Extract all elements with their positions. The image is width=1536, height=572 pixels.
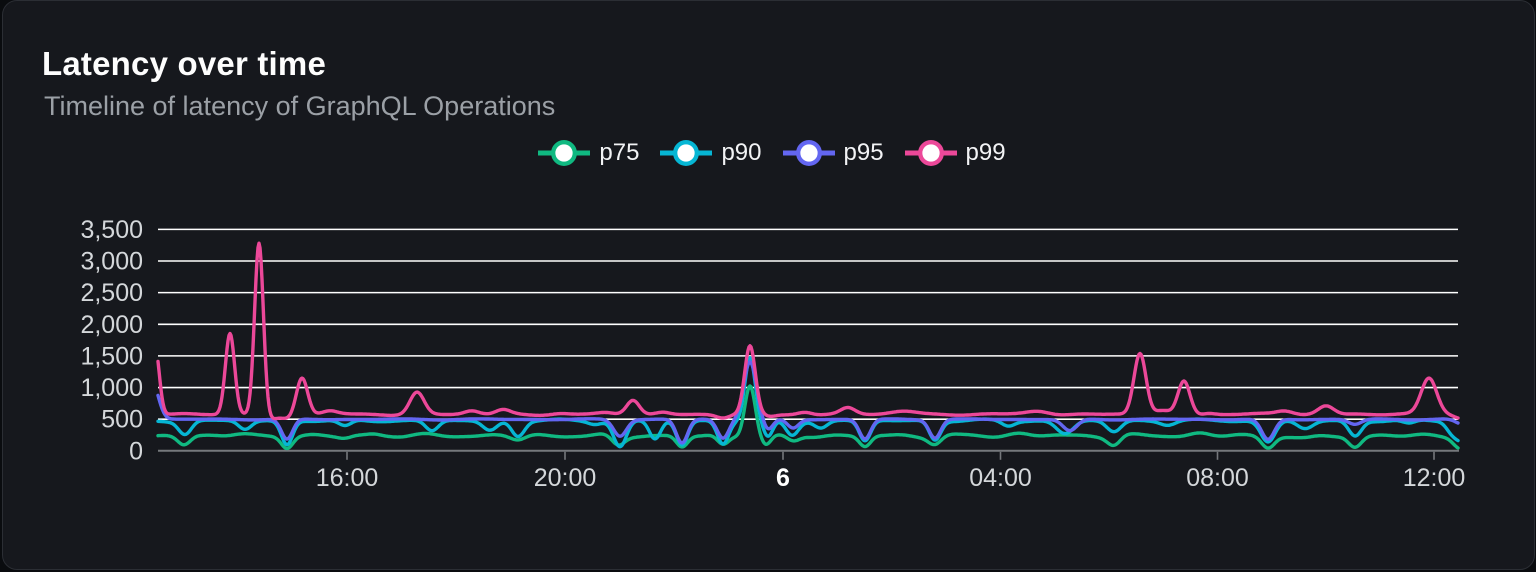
svg-text:20:00: 20:00: [534, 464, 597, 492]
svg-text:3,000: 3,000: [80, 248, 143, 276]
svg-text:1,000: 1,000: [80, 374, 143, 402]
svg-text:2,000: 2,000: [80, 311, 143, 339]
svg-text:2,500: 2,500: [80, 279, 143, 307]
svg-text:6: 6: [776, 464, 790, 492]
svg-text:12:00: 12:00: [1403, 464, 1466, 492]
svg-text:08:00: 08:00: [1186, 464, 1249, 492]
svg-text:04:00: 04:00: [969, 464, 1032, 492]
svg-text:500: 500: [101, 406, 143, 434]
svg-text:0: 0: [129, 437, 143, 465]
svg-text:16:00: 16:00: [316, 464, 379, 492]
svg-text:1,500: 1,500: [80, 342, 143, 370]
svg-text:3,500: 3,500: [80, 216, 143, 244]
